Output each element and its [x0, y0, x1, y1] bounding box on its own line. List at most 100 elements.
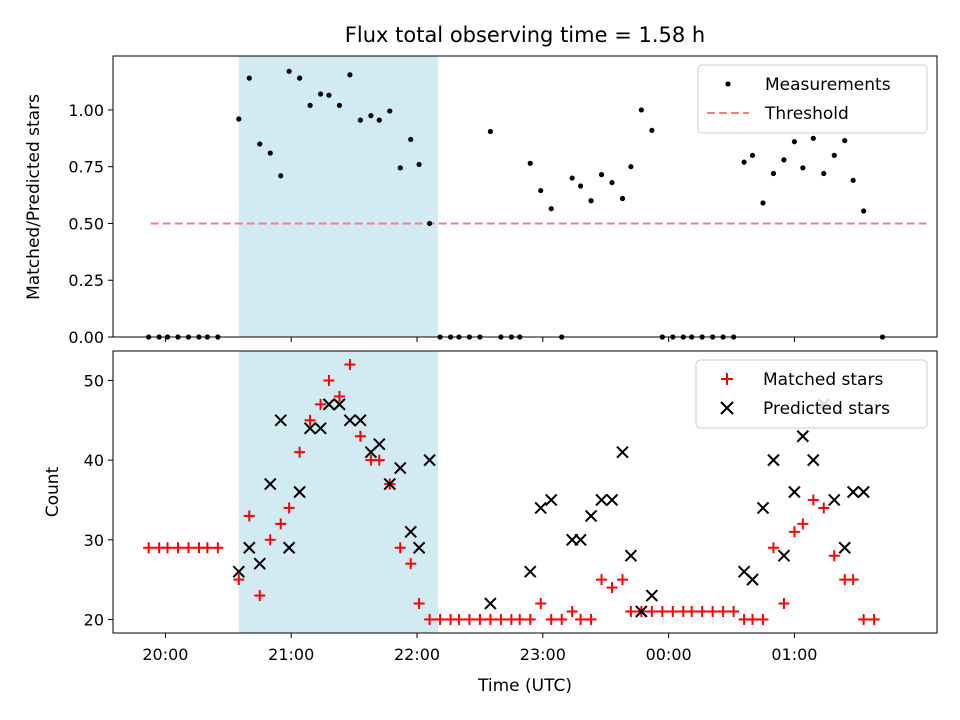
matched-star-point	[818, 502, 830, 514]
bottom-y-tick-label: 50	[84, 371, 104, 390]
measurement-point	[286, 68, 292, 74]
predicted-star-point	[243, 541, 256, 554]
top-plot-frame	[112, 55, 938, 338]
matched-star-point	[778, 598, 790, 610]
measurement-point	[598, 172, 605, 178]
top-shaded-span	[238, 56, 438, 337]
x-axis-label: Time (UTC)	[477, 676, 572, 696]
bottom-y-tick-label: 20	[84, 610, 104, 629]
matched-star-point	[344, 359, 356, 371]
measurement-point	[781, 157, 787, 163]
predicted-star-point	[624, 549, 638, 562]
measurement-point	[427, 220, 433, 227]
bottom-y-axis-label: Count	[43, 466, 63, 517]
matched-star-point	[243, 510, 255, 522]
matched-star-point	[275, 518, 287, 530]
measurement-point	[741, 159, 747, 165]
predicted-stars-points	[232, 398, 870, 618]
measurement-point	[588, 198, 594, 204]
measurement-point	[487, 128, 494, 135]
matched-stars-points	[143, 359, 880, 625]
predicted-star-point	[343, 414, 357, 427]
measurement-point	[861, 208, 867, 214]
x-tick-label: 00:00	[646, 645, 692, 664]
matched-star-point	[535, 598, 547, 610]
measurement-point	[638, 107, 644, 113]
bottom-legend: Matched stars Predicted stars	[695, 359, 928, 429]
measurement-point	[297, 75, 303, 81]
matched-star-point	[828, 550, 840, 562]
matched-star-point	[283, 502, 295, 514]
matched-star-point	[807, 494, 819, 506]
top-y-tick-label: 1.00	[68, 101, 104, 120]
predicted-star-point	[232, 565, 246, 578]
matched-star-point	[606, 582, 618, 594]
predicted-star-point	[767, 453, 780, 467]
measurement-point	[326, 92, 332, 98]
matched-star-point	[373, 454, 385, 466]
matched-star-point	[143, 542, 155, 554]
predicted-star-point	[584, 509, 598, 523]
matched-star-point	[524, 613, 536, 625]
top-x-axis-ticks	[164, 337, 795, 342]
predicted-star-point	[788, 485, 801, 499]
matched-star-point	[434, 613, 446, 625]
predicted-star-point	[274, 414, 287, 427]
predicted-star-point	[635, 605, 648, 618]
predicted-star-point	[383, 477, 396, 491]
predicted-star-point	[322, 398, 336, 411]
measurement-point	[577, 183, 584, 189]
matched-star-point	[728, 605, 740, 617]
matched-star-point	[707, 605, 719, 617]
bottom-y-axis-ticks: 20 30 40 50	[84, 371, 113, 629]
bottom-x-axis-ticks: 20:00 21:00 22:00 23:00 00:00 01:00	[142, 633, 817, 664]
bottom-y-tick-label: 30	[84, 531, 104, 550]
matched-star-point	[212, 542, 224, 554]
top-y-tick-label: 0.00	[68, 328, 104, 347]
matched-star-point	[616, 574, 628, 586]
predicted-star-point	[545, 493, 558, 507]
measurement-point	[810, 135, 816, 141]
legend-matched-label: Matched stars	[763, 370, 883, 390]
top-legend-box	[697, 64, 928, 134]
predicted-star-point	[373, 437, 386, 451]
predicted-star-point	[574, 533, 587, 547]
matched-star-point	[264, 534, 276, 546]
measurement-point	[538, 187, 544, 194]
predicted-star-point	[645, 589, 659, 602]
top-legend: Measurements Threshold	[697, 64, 928, 134]
predicted-star-point	[524, 565, 537, 578]
measurement-point	[831, 152, 837, 158]
top-y-axis-label: Matched/Predicted stars	[24, 94, 44, 300]
predicted-star-point	[807, 453, 820, 467]
top-y-tick-label: 0.75	[68, 158, 104, 177]
matched-star-point	[474, 613, 486, 625]
measurement-point	[842, 137, 848, 144]
measurement-point	[628, 164, 634, 170]
matched-star-point	[354, 430, 366, 442]
measurement-point	[548, 206, 554, 212]
x-tick-label: 23:00	[520, 645, 566, 664]
matched-star-point	[717, 605, 729, 617]
measurement-point	[609, 179, 615, 186]
predicted-star-point	[828, 493, 841, 507]
matched-star-point	[201, 542, 213, 554]
measurement-point	[800, 165, 806, 171]
top-y-tick-label: 0.25	[68, 271, 104, 290]
matched-star-point	[405, 558, 417, 570]
matched-star-point	[646, 605, 658, 617]
measurement-point	[357, 117, 364, 123]
predicted-star-point	[746, 573, 759, 586]
x-tick-label: 20:00	[142, 645, 188, 664]
measurement-point	[821, 170, 827, 177]
predicted-star-point	[314, 422, 327, 435]
predicted-star-point	[423, 453, 436, 467]
matched-star-point	[545, 613, 557, 625]
measurement-point	[368, 113, 374, 119]
predicted-star-point	[777, 549, 791, 562]
top-panel: 0.00 0.25 0.50 0.75 1.00 Matched/Predicted s…	[24, 55, 938, 347]
matched-star-point	[315, 398, 327, 410]
top-y-tick-label: 0.50	[68, 214, 104, 233]
